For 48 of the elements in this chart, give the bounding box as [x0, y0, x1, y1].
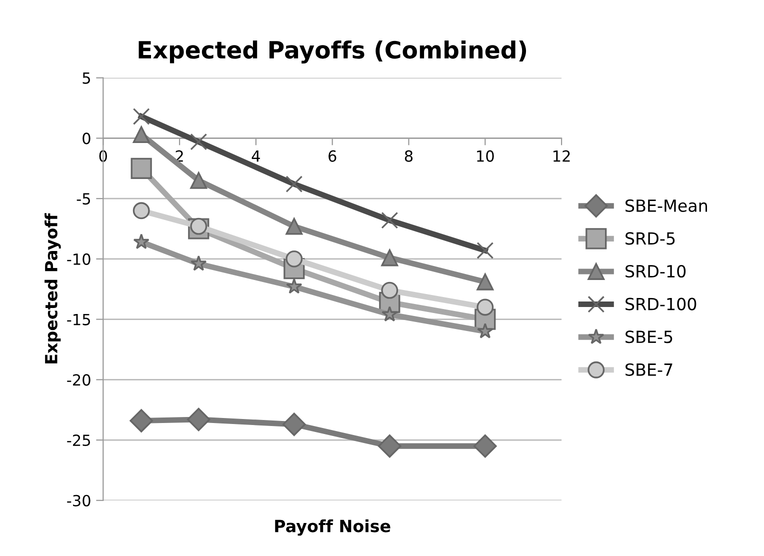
y-tick-label: -15	[67, 314, 90, 326]
point	[132, 108, 150, 125]
point	[132, 202, 150, 220]
point	[190, 255, 207, 271]
legend-label: SBE-7	[626, 363, 672, 376]
point	[286, 218, 303, 235]
x-tick-label: 12	[554, 150, 570, 162]
point	[286, 278, 302, 294]
y-axis-title: Expected Payoff	[44, 213, 61, 364]
y-tick-label: -25	[67, 434, 90, 446]
point	[382, 306, 398, 322]
point	[132, 126, 150, 144]
legend-label: SBE-Mean	[626, 199, 708, 212]
point	[378, 434, 402, 458]
point	[286, 176, 303, 193]
point	[476, 273, 494, 290]
y-tick-label: -5	[76, 193, 90, 205]
point	[381, 282, 398, 299]
point	[190, 172, 208, 189]
point	[190, 133, 208, 150]
legend-label: SRD-100	[626, 298, 696, 310]
x-axis-title: Payoff Noise	[275, 519, 390, 536]
legend-label: SRD-10	[626, 264, 686, 278]
point	[282, 412, 306, 436]
chart-title: Expected Payoffs (Combined)	[138, 40, 526, 64]
y-tick-label: -20	[67, 374, 90, 386]
legend-label: SRD-5	[626, 232, 675, 245]
x-tick-label: 10	[477, 150, 494, 162]
point	[381, 249, 398, 266]
point	[477, 322, 494, 338]
y-tick-label: -10	[67, 253, 90, 265]
point	[130, 409, 153, 432]
point	[381, 212, 398, 229]
y-tick-label: 5	[82, 72, 90, 84]
point	[286, 250, 303, 268]
point	[130, 158, 152, 179]
y-tick-label: -30	[67, 494, 90, 506]
x-tick-label: 8	[404, 150, 413, 162]
x-tick-label: 4	[252, 150, 260, 162]
point	[474, 434, 497, 458]
point	[476, 242, 494, 259]
point	[187, 408, 210, 432]
point	[133, 234, 150, 250]
y-tick-label: 0	[82, 132, 90, 144]
x-tick-label: 6	[328, 150, 336, 162]
point	[476, 298, 494, 316]
legend-label: SBE-5	[626, 330, 672, 344]
x-tick-label: 0	[99, 150, 107, 162]
